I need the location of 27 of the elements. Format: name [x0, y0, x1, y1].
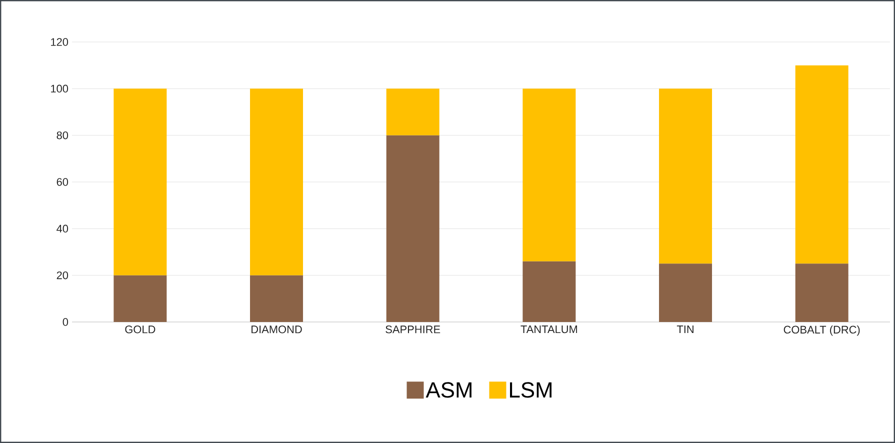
bar [114, 275, 167, 322]
y-tick-label: 0 [62, 318, 68, 326]
y-tick-label: 120 [51, 38, 68, 46]
bar [659, 264, 712, 322]
y-tick-label: 80 [56, 131, 68, 140]
y-tick-label: 40 [56, 224, 68, 233]
bar [250, 88, 304, 276]
bar [659, 88, 712, 264]
x-tick-label: GOLD [125, 326, 156, 334]
y-tick-label: 20 [56, 271, 68, 280]
bar [795, 264, 848, 322]
legend-label: ASM [426, 382, 472, 398]
bar [386, 88, 440, 136]
x-tick-label: COBALT (DRC) [784, 326, 860, 336]
x-tick-label: SAPPHIRE [386, 326, 440, 334]
x-tick-label: TANTALUM [520, 326, 577, 334]
x-tick-label: DIAMOND [252, 326, 302, 334]
bar [795, 65, 848, 264]
y-tick-label: 60 [56, 178, 68, 186]
bar [386, 135, 440, 322]
bar [250, 275, 304, 322]
bar [522, 88, 576, 262]
x-tick-label: TIN [676, 326, 694, 334]
bar [114, 88, 167, 276]
bar [522, 261, 576, 322]
legend-label: LSM [510, 382, 552, 398]
y-tick-label: 100 [51, 84, 68, 93]
